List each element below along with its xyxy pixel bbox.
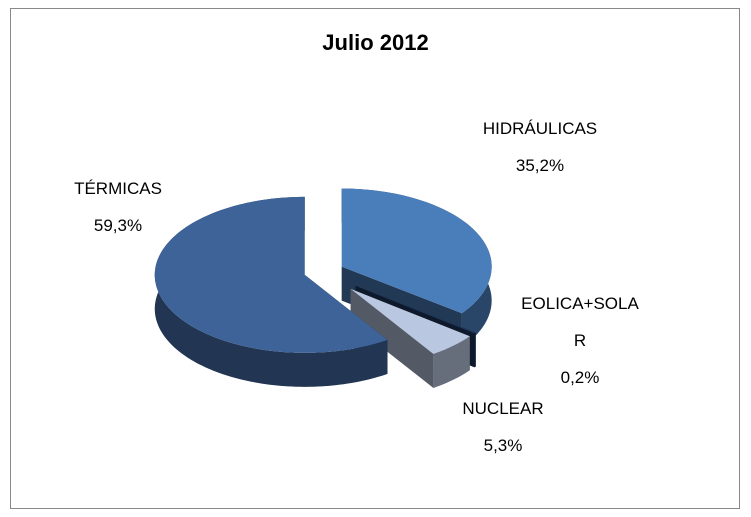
- category-label: TÉRMICAS: [74, 179, 162, 198]
- value-label: 5,3%: [483, 436, 523, 455]
- chart-title: Julio 2012: [322, 30, 429, 55]
- value-label: 35,2%: [515, 156, 565, 175]
- value-label: 59,3%: [93, 216, 143, 235]
- data-label: EOLICA+SOLAR 0,2%: [521, 285, 639, 396]
- slice-top: [355, 285, 476, 334]
- category-label: EOLICA+SOLAR: [521, 294, 639, 350]
- slice: [350, 288, 470, 388]
- data-label: NUCLEAR 5,3%: [462, 390, 543, 464]
- data-label: TÉRMICAS 59,3%: [74, 170, 162, 244]
- slice: [154, 196, 388, 387]
- category-label: HIDRÁULICAS: [482, 119, 598, 138]
- slice-edge: [350, 288, 434, 388]
- slice-side: [433, 336, 470, 388]
- slice-side: [474, 332, 476, 368]
- slice-top: [350, 288, 470, 354]
- slice-top: [341, 188, 492, 314]
- data-label: HIDRÁULICAS 35,2%: [483, 110, 597, 184]
- value-label: 0,2%: [560, 368, 600, 387]
- category-label: NUCLEAR: [462, 399, 544, 418]
- slice-top: [154, 196, 388, 353]
